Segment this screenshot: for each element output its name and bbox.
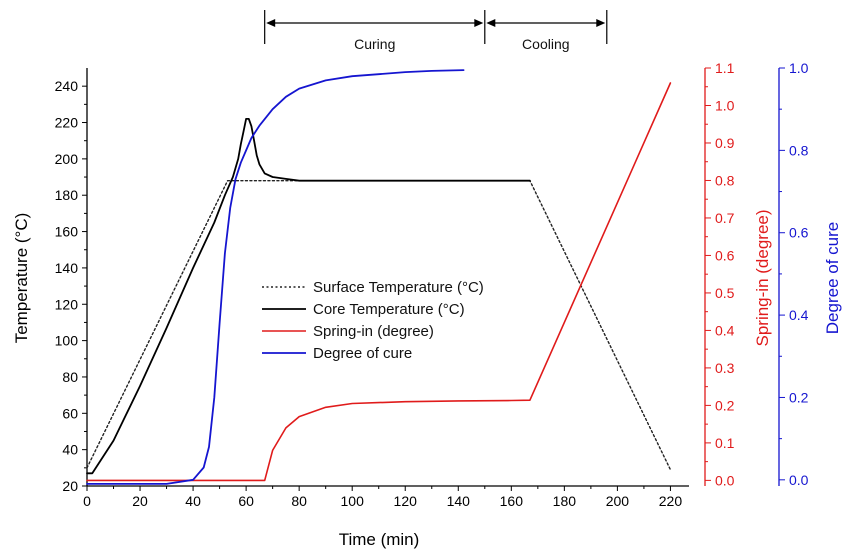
y2-tick-label: 0.8 <box>715 172 735 188</box>
x-tick-label: 40 <box>185 493 201 509</box>
x-tick-label: 140 <box>447 493 471 509</box>
y-tick-label: 40 <box>62 442 78 458</box>
y-tick-label: 240 <box>55 78 79 94</box>
series-line-degree-of-cure <box>86 69 465 485</box>
phase-arrowhead <box>486 19 496 27</box>
x-tick-label: 0 <box>83 493 91 509</box>
legend-label: Degree of cure <box>313 345 412 362</box>
y-tick-label: 100 <box>55 333 79 349</box>
y2-tick-label: 0.0 <box>715 472 735 488</box>
x-tick-label: 80 <box>291 493 307 509</box>
y2-tick-label: 0.2 <box>715 397 735 413</box>
legend: Surface Temperature (°C) Core Temperature… <box>262 279 484 362</box>
phase-arrowhead <box>474 19 484 27</box>
y-tick-label: 180 <box>55 187 79 203</box>
phase-arrowhead <box>266 19 276 27</box>
y2-tick-label: 0.5 <box>715 285 735 301</box>
y-tick-label: 140 <box>55 260 79 276</box>
y-tick-label: 160 <box>55 224 79 240</box>
y-tick-label: 80 <box>62 369 78 385</box>
y3-tick-label: 0.8 <box>789 142 809 158</box>
axes: 0 20 40 60 80 100 120 140 160 180 200 220 20 40 60 80 10… <box>55 60 809 509</box>
phase-label: Curing <box>354 36 395 52</box>
series-line-surface-temperature <box>86 179 672 471</box>
x-tick-label: 200 <box>606 493 630 509</box>
y2-tick-label: 0.4 <box>715 322 735 338</box>
y2-tick-label: 0.9 <box>715 135 735 151</box>
x-tick-label: 60 <box>238 493 254 509</box>
y3-tick-label: 0.6 <box>789 225 809 241</box>
y-tick-label: 60 <box>62 405 78 421</box>
x-tick-label: 120 <box>394 493 418 509</box>
x-tick-label: 220 <box>659 493 683 509</box>
y2-tick-label: 1.1 <box>715 60 735 76</box>
y2-tick-label: 0.1 <box>715 435 735 451</box>
legend-label: Core Temperature (°C) <box>313 301 465 318</box>
series-line-core-temperature <box>86 118 531 475</box>
y-tick-label: 20 <box>62 478 78 494</box>
y-axis-title-spring-in: Spring-in (degree) <box>753 209 772 346</box>
phase-annotations: Curing Cooling <box>264 10 608 52</box>
phase-arrowhead <box>596 19 606 27</box>
y2-tick-label: 1.0 <box>715 97 735 113</box>
x-tick-label: 20 <box>132 493 148 509</box>
y-tick-label: 120 <box>55 296 79 312</box>
x-axis-title: Time (min) <box>339 530 420 549</box>
series-lines <box>86 69 672 485</box>
y2-tick-label: 0.3 <box>715 360 735 376</box>
y3-tick-label: 0.2 <box>789 389 809 405</box>
y2-tick-label: 0.7 <box>715 210 735 226</box>
x-tick-label: 160 <box>500 493 524 509</box>
phase-label: Cooling <box>522 36 569 52</box>
y-axis-title-temperature: Temperature (°C) <box>12 213 31 344</box>
y-tick-label: 200 <box>55 151 79 167</box>
y-axis-title-degree-of-cure: Degree of cure <box>823 222 842 334</box>
x-tick-label: 180 <box>553 493 577 509</box>
y-tick-label: 220 <box>55 115 79 131</box>
y3-tick-label: 0.4 <box>789 307 809 323</box>
series-line-spring-in <box>86 82 672 482</box>
y3-tick-label: 0.0 <box>789 472 809 488</box>
y3-tick-label: 1.0 <box>789 60 809 76</box>
legend-label: Surface Temperature (°C) <box>313 279 484 296</box>
legend-label: Spring-in (degree) <box>313 323 434 340</box>
x-tick-label: 100 <box>341 493 365 509</box>
y2-tick-label: 0.6 <box>715 247 735 263</box>
